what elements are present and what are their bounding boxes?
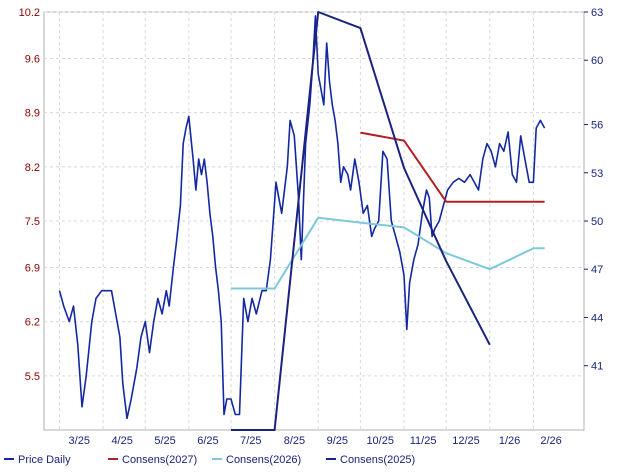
right-y-tick-label: 56 [591,120,603,132]
x-tick-label: 12/25 [452,435,480,447]
x-tick-label: 2/26 [540,435,561,447]
x-tick-label: 5/25 [154,435,175,447]
series-price-daily-line [58,15,546,420]
left-y-tick-label: 10.2 [19,7,40,19]
x-axis: 3/25 4/25 5/25 6/25 7/25 8/25 9/25 10/25 11/25 12… [69,435,562,447]
x-tick-label: 10/25 [366,435,394,447]
right-y-tick-label: 44 [591,312,603,324]
legend-label: Consens(2026) [226,454,301,466]
right-y-tick-label: 63 [591,7,603,19]
left-y-tick-label: 5.5 [25,371,40,383]
right-y-tick-label: 47 [591,264,603,276]
right-y-axis: 41 44 47 50 53 56 60 63 [584,7,603,373]
left-y-tick-label: 6.2 [25,317,40,329]
legend: Price Daily Consens(2027) Consens(2026) Con… [4,454,415,466]
legend-label: Consens(2027) [122,454,197,466]
x-tick-label: 8/25 [284,435,305,447]
x-tick-label: 4/25 [111,435,132,447]
right-y-tick-label: 60 [591,55,603,67]
right-y-tick-label: 41 [591,361,603,373]
left-y-tick-label: 7.5 [25,216,40,228]
legend-label: Consens(2025) [340,454,415,466]
x-tick-label: 9/25 [327,435,348,447]
left-y-tick-label: 8.9 [25,108,40,120]
series-consens-2025-line [231,11,491,431]
right-y-tick-label: 50 [591,216,603,228]
x-tick-label: 7/25 [240,435,261,447]
series-consens-2026-line [231,216,545,290]
left-y-tick-label: 9.6 [25,53,40,65]
x-tick-label: 6/25 [197,435,218,447]
gridlines [44,11,584,430]
left-y-tick-label: 6.9 [25,262,40,274]
left-y-tick-label: 8.2 [25,162,40,174]
left-y-axis: 5.5 6.2 6.9 7.5 8.2 8.9 9.6 10.2 [19,7,40,383]
x-tick-label: 3/25 [69,435,90,447]
right-y-tick-label: 53 [591,168,603,180]
x-tick-label: 11/25 [410,435,437,447]
series-consens-2027-line [360,131,545,203]
legend-label: Price Daily [18,454,71,466]
series-group [58,11,546,431]
x-tick-label: 1/26 [499,435,520,447]
